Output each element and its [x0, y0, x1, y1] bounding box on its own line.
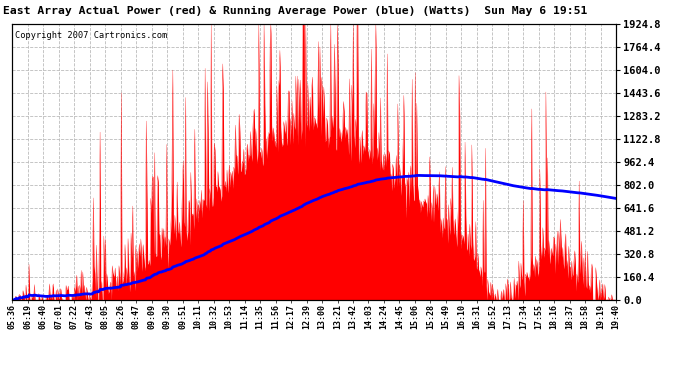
Text: East Array Actual Power (red) & Running Average Power (blue) (Watts)  Sun May 6 : East Array Actual Power (red) & Running …: [3, 6, 588, 16]
Text: Copyright 2007 Cartronics.com: Copyright 2007 Cartronics.com: [15, 31, 168, 40]
